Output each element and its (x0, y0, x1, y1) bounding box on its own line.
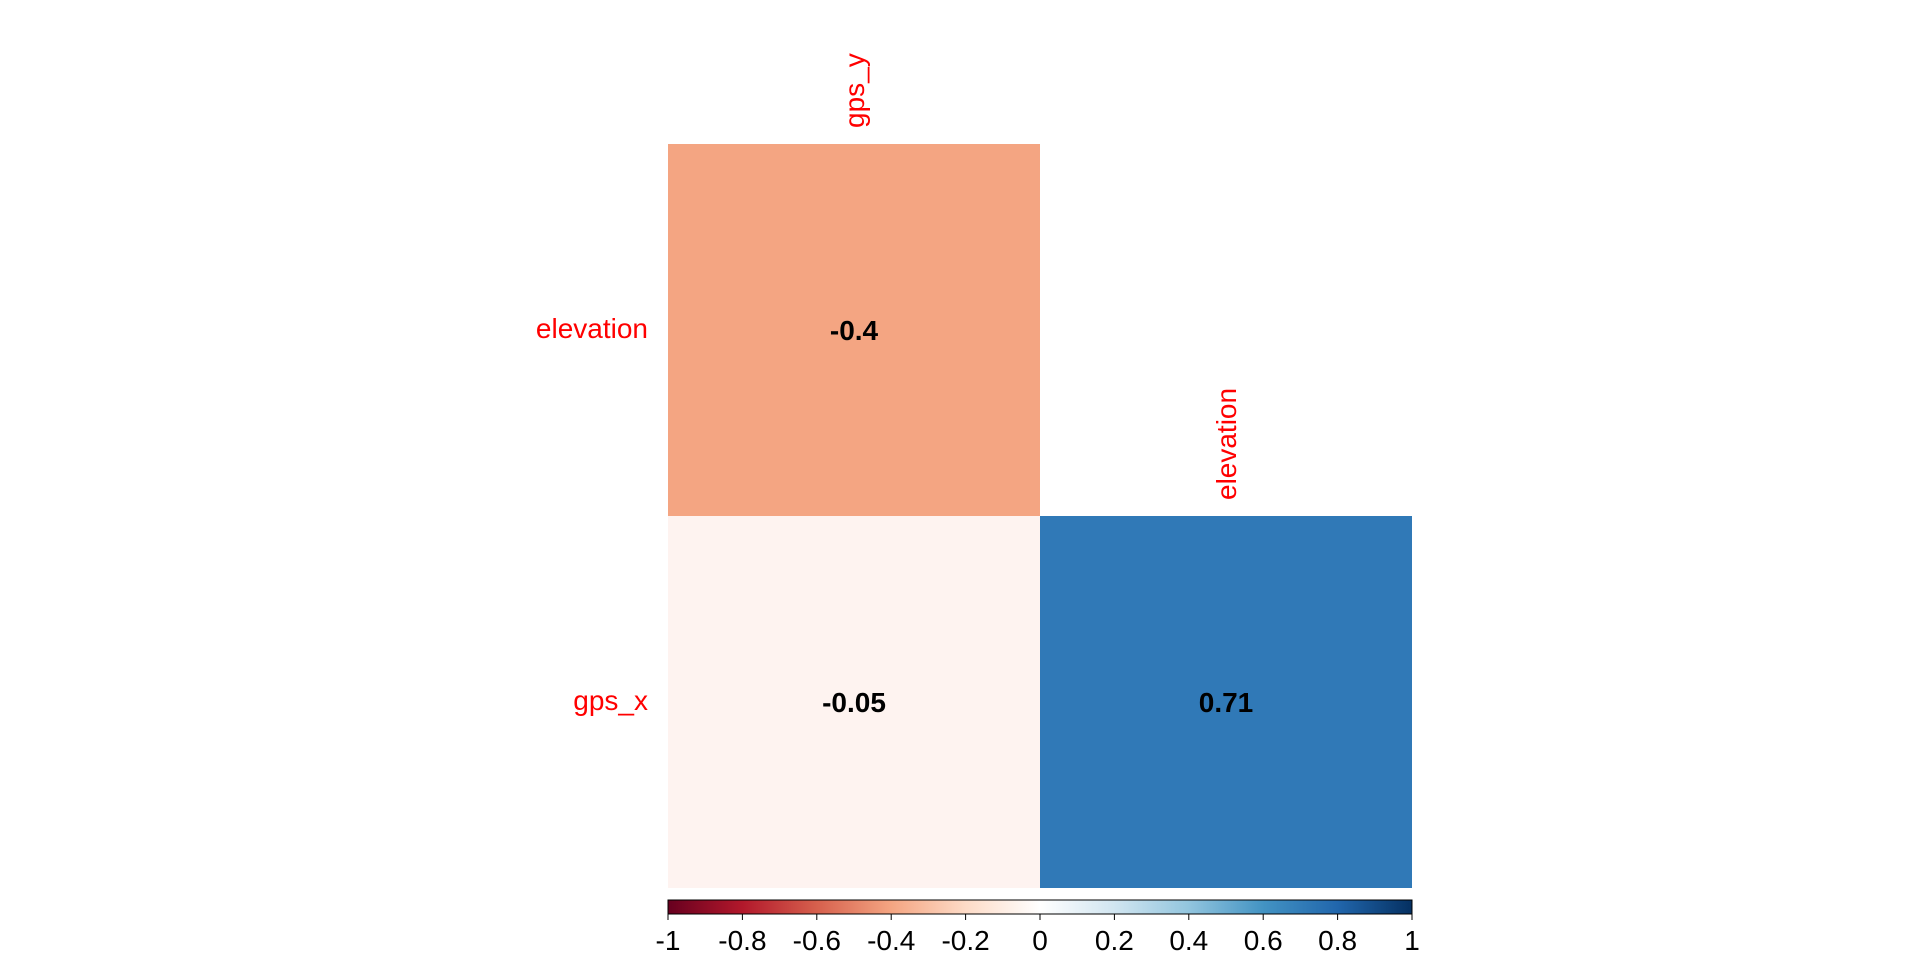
legend-tick-label: 0.4 (1169, 925, 1208, 956)
legend-tick-label: 0.2 (1095, 925, 1134, 956)
column-label-gps_y: gps_y (839, 53, 870, 128)
color-legend: -1 -0.8 -0.6 -0.4 -0.2 0 0.2 0.4 0.6 0.8 1 (656, 899, 1420, 956)
heatmap-labels: elevation gps_x gps_y elevation (536, 53, 1242, 716)
column-label-elevation: elevation (1211, 388, 1242, 500)
color-legend-bar (667, 899, 1413, 915)
cell-value-gps_x-gps_y: -0.05 (822, 687, 886, 718)
legend-tick-label: -0.8 (718, 925, 766, 956)
heatmap-cells: -0.4 -0.05 0.71 (668, 144, 1412, 888)
cell-value-gps_x-elevation: 0.71 (1199, 687, 1254, 718)
legend-tick-label: -1 (656, 925, 681, 956)
row-label-elevation: elevation (536, 313, 648, 344)
heatmap-cell-gps_x-elevation (1040, 516, 1412, 888)
legend-tick-label: 1 (1404, 925, 1420, 956)
legend-tick-label: -0.2 (941, 925, 989, 956)
row-label-gps_x: gps_x (573, 685, 648, 716)
heatmap-cell-gps_x-gps_y (668, 516, 1040, 888)
heatmap-cell-elevation-gps_y (668, 144, 1040, 516)
legend-tick-label: -0.6 (793, 925, 841, 956)
legend-tick-label: -0.4 (867, 925, 915, 956)
legend-tick-label: 0.8 (1318, 925, 1357, 956)
legend-tick-label: 0.6 (1244, 925, 1283, 956)
legend-tick-label: 0 (1032, 925, 1048, 956)
cell-value-elevation-gps_y: -0.4 (830, 315, 879, 346)
